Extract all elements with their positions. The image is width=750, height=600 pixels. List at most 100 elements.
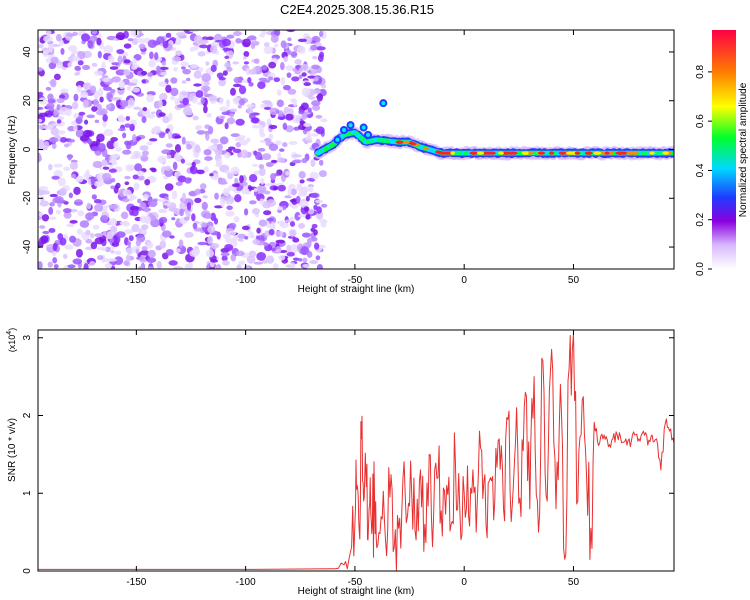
heatmap-cell <box>320 203 328 208</box>
y-tick-label: 1 <box>22 490 33 496</box>
heatmap-cell <box>509 151 518 155</box>
heatmap-cell <box>141 246 148 251</box>
heatmap-cell <box>201 201 208 211</box>
heatmap-cell <box>152 198 159 202</box>
heatmap-cell <box>60 88 69 94</box>
heatmap-cell <box>253 58 260 64</box>
colorbar-gradient <box>712 30 736 269</box>
heatmap-cell <box>289 244 299 254</box>
heatmap-cell <box>225 200 231 205</box>
heatmap-cell <box>256 227 261 234</box>
heatmap-cell <box>59 187 67 197</box>
heatmap-cell <box>194 144 201 153</box>
heatmap-cell <box>210 64 217 73</box>
heatmap-cell <box>277 206 283 211</box>
heatmap-cell <box>158 112 166 117</box>
heatmap-cell <box>147 39 157 48</box>
heatmap-cell <box>252 66 257 75</box>
heatmap-cell <box>246 104 255 108</box>
heatmap-cell <box>71 56 81 62</box>
heatmap-cell <box>279 148 285 152</box>
x-tick-label: -150 <box>126 275 146 286</box>
spectrogram-x-axis-label: Height of straight line (km) <box>298 284 415 295</box>
heatmap-cell <box>131 223 140 233</box>
heatmap-cell <box>197 241 208 246</box>
heatmap-cell <box>97 50 102 59</box>
heatmap-cell <box>77 210 85 217</box>
heatmap-cell <box>230 166 240 175</box>
heatmap-cell <box>222 260 230 266</box>
heatmap-cell <box>306 251 313 258</box>
heatmap-cell <box>101 61 106 70</box>
heatmap-cell <box>246 255 256 264</box>
heatmap-cell <box>537 151 546 155</box>
heatmap-cell <box>286 244 291 253</box>
heatmap-cell <box>262 79 271 83</box>
heatmap-cell <box>45 57 53 63</box>
heatmap-cell <box>189 47 195 52</box>
heatmap-cell <box>117 116 126 123</box>
heatmap-cell <box>163 205 168 209</box>
heatmap-cell <box>107 258 118 262</box>
heatmap-cell <box>584 151 592 155</box>
heatmap-cell <box>246 106 254 115</box>
heatmap-cell <box>230 87 236 96</box>
heatmap-cell <box>288 141 298 145</box>
heatmap-cell <box>205 61 210 66</box>
heatmap-cell <box>311 223 318 229</box>
heatmap-cell <box>85 238 92 244</box>
heatmap-cell <box>215 158 223 166</box>
heatmap-cell <box>235 250 245 257</box>
heatmap-cell <box>90 241 98 250</box>
heatmap-cell <box>65 108 72 117</box>
heatmap-cell <box>108 168 117 173</box>
x-tick-label: -50 <box>348 577 363 588</box>
heatmap-cell <box>286 30 296 33</box>
heatmap-cell <box>223 187 230 197</box>
heatmap-cell <box>278 255 286 261</box>
heatmap-cell <box>239 139 249 146</box>
heatmap-cell <box>124 123 131 128</box>
heatmap-cell <box>290 98 296 103</box>
heatmap-cell <box>133 106 141 110</box>
heatmap-cell <box>171 190 178 200</box>
heatmap-cell <box>188 30 199 33</box>
snr-x-axis-label: Height of straight line (km) <box>298 586 415 597</box>
heatmap-cell <box>258 167 266 177</box>
heatmap-cell <box>218 78 227 87</box>
x-tick-label: 50 <box>568 577 580 588</box>
heatmap-cell <box>161 230 172 238</box>
heatmap-cell <box>298 223 306 229</box>
heatmap-cell <box>107 55 115 63</box>
heatmap-cell <box>286 251 295 257</box>
heatmap-cell <box>110 88 116 94</box>
heatmap-cell <box>289 262 296 269</box>
heatmap-cell <box>320 118 328 123</box>
heatmap-cell <box>180 61 190 67</box>
heatmap-cell <box>118 80 126 90</box>
heatmap-cell <box>74 65 81 71</box>
heatmap-cell <box>89 232 95 239</box>
y-tick-label: 0 <box>22 146 33 152</box>
heatmap-cell <box>188 94 194 102</box>
heatmap-cell <box>75 248 83 258</box>
heatmap-cell <box>608 151 614 155</box>
heatmap-cell <box>257 147 266 152</box>
heatmap-cell <box>662 151 670 155</box>
heatmap-cell <box>38 118 43 123</box>
heatmap-cell <box>44 124 54 130</box>
heatmap-cell <box>158 99 163 108</box>
heatmap-cell <box>204 156 213 161</box>
heatmap-cell <box>300 246 310 256</box>
heatmap-cell <box>264 230 270 237</box>
heatmap-cell <box>295 65 301 69</box>
heatmap-cell <box>101 75 109 79</box>
heatmap-cell <box>313 204 318 211</box>
heatmap-cell <box>219 115 226 120</box>
heatmap-cell <box>172 47 177 52</box>
heatmap-cell <box>263 106 272 111</box>
heatmap-cell <box>147 266 155 269</box>
heatmap-cell <box>138 255 148 263</box>
heatmap-cell <box>143 206 150 213</box>
heatmap-cell <box>80 91 89 99</box>
